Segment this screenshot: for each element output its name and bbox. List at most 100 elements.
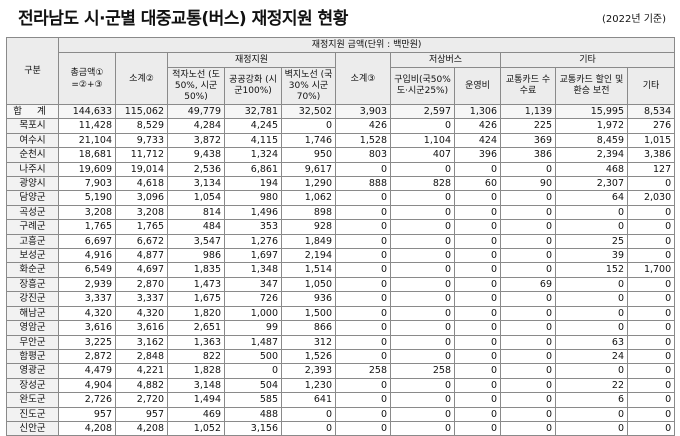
value-cell: 0: [335, 291, 391, 307]
value-cell: 2,872: [58, 348, 116, 365]
value-cell: 8,529: [115, 118, 168, 134]
value-cell: 0: [335, 262, 391, 278]
value-cell: 3,148: [167, 377, 225, 394]
table-row-total: 합 계 144,633 115,062 49,779 32,781 32,502 3,903…: [6, 103, 676, 120]
value-cell: 0: [454, 348, 501, 365]
value-cell: 0: [390, 262, 455, 278]
value-cell: 9,733: [115, 132, 168, 149]
value-cell: 1,230: [281, 377, 336, 394]
value-cell: 0: [281, 406, 336, 422]
table-row: 함평군 2,872 2,848 822 500 1,526 0 0 0 0 24 0: [6, 348, 676, 365]
value-cell: 0: [626, 291, 676, 307]
region-name-cell: 장흥군: [6, 276, 59, 293]
table-row: 화순군 6,549 4,697 1,835 1,348 1,514 0 0 0 0 152 1,700: [6, 262, 676, 278]
value-cell: 115,062: [115, 103, 168, 120]
value-cell: 2,720: [115, 392, 168, 408]
value-cell: 866: [281, 320, 336, 336]
value-cell: 424: [454, 132, 501, 149]
region-name-cell: 해남군: [6, 305, 59, 322]
region-name-cell: 완도군: [6, 392, 59, 408]
value-cell: 0: [454, 190, 501, 206]
table-row: 여수시 21,104 9,733 3,872 4,115 1,746 1,528 1,104 4…: [6, 132, 676, 149]
value-cell: 0: [500, 305, 556, 322]
header-total: 총금액① =②+③: [58, 52, 116, 105]
value-cell: 488: [224, 406, 282, 422]
value-cell: 194: [224, 176, 282, 192]
value-cell: 6,549: [58, 262, 116, 278]
value-cell: 2,597: [390, 103, 455, 120]
page-title: 전라남도 시·군별 대중교통(버스) 재정지원 현황: [18, 9, 348, 29]
value-cell: 0: [335, 190, 391, 206]
value-cell: 0: [390, 204, 455, 221]
value-cell: 4,916: [58, 248, 116, 264]
value-cell: 369: [500, 132, 556, 149]
value-cell: 4,882: [115, 377, 168, 394]
value-cell: 0: [390, 305, 455, 322]
value-cell: 386: [500, 147, 556, 163]
value-cell: 888: [335, 176, 391, 192]
value-cell: 1,820: [167, 305, 225, 322]
value-cell: 0: [335, 392, 391, 408]
value-cell: 2,726: [58, 392, 116, 408]
value-cell: 0: [390, 320, 455, 336]
value-cell: 152: [555, 262, 628, 278]
value-cell: 0: [390, 161, 455, 178]
table-row: 나주시 19,609 19,014 2,536 6,861 9,617 0 0 0 0 468 127: [6, 161, 676, 178]
table-row: 순천시 18,681 11,712 9,438 1,324 950 803 407 396 386…: [6, 147, 676, 163]
value-cell: 585: [224, 392, 282, 408]
value-cell: 986: [167, 248, 225, 264]
value-cell: 225: [500, 118, 556, 134]
value-cell: 0: [454, 392, 501, 408]
value-cell: 396: [454, 147, 501, 163]
value-cell: 353: [224, 219, 282, 235]
value-cell: 2,030: [626, 190, 676, 206]
value-cell: 49,779: [167, 103, 225, 120]
value-cell: 4,479: [58, 363, 116, 379]
region-name-cell: 영광군: [6, 363, 59, 379]
value-cell: 1,276: [224, 233, 282, 250]
value-cell: 1,306: [454, 103, 501, 120]
value-cell: 0: [500, 320, 556, 336]
region-name-cell: 담양군: [6, 190, 59, 206]
value-cell: 0: [454, 334, 501, 350]
value-cell: 1,104: [390, 132, 455, 149]
header-card-fee: 교통카드 수수료: [500, 67, 556, 105]
value-cell: 1,526: [281, 348, 336, 365]
table-body: 합 계 144,633 115,062 49,779 32,781 32,502 3,903…: [6, 103, 676, 436]
value-cell: 822: [167, 348, 225, 365]
value-cell: 3,225: [58, 334, 116, 350]
value-cell: 0: [390, 248, 455, 264]
value-cell: 6,697: [58, 233, 116, 250]
value-cell: 1,849: [281, 233, 336, 250]
value-cell: 3,337: [115, 291, 168, 307]
value-cell: 32,502: [281, 103, 336, 120]
table-row: 보성군 4,916 4,877 986 1,697 2,194 0 0 0 0 39 0: [6, 248, 676, 264]
region-name-cell: 합 계: [6, 103, 59, 120]
value-cell: 0: [555, 320, 628, 336]
value-cell: 3,134: [167, 176, 225, 192]
value-cell: 3,872: [167, 132, 225, 149]
value-cell: 828: [390, 176, 455, 192]
value-cell: 0: [500, 161, 556, 178]
value-cell: 0: [390, 276, 455, 293]
value-cell: 32,781: [224, 103, 282, 120]
value-cell: 0: [390, 348, 455, 365]
table-row: 구례군 1,765 1,765 484 353 928 0 0 0 0 0 0: [6, 219, 676, 235]
value-cell: 0: [500, 377, 556, 394]
value-cell: 4,320: [58, 305, 116, 322]
value-cell: 726: [224, 291, 282, 307]
table-row: 강진군 3,337 3,337 1,675 726 936 0 0 0 0 0 0: [6, 291, 676, 307]
value-cell: 5,190: [58, 190, 116, 206]
value-cell: 258: [335, 363, 391, 379]
region-name-cell: 나주시: [6, 161, 59, 178]
value-cell: 0: [335, 377, 391, 394]
value-cell: 1,765: [58, 219, 116, 235]
value-cell: 1,972: [555, 118, 628, 134]
value-cell: 1,697: [224, 248, 282, 264]
value-cell: 63: [555, 334, 628, 350]
value-cell: 1,062: [281, 190, 336, 206]
value-cell: 0: [500, 406, 556, 422]
value-cell: 0: [500, 219, 556, 235]
value-cell: 0: [626, 406, 676, 422]
value-cell: 0: [390, 190, 455, 206]
